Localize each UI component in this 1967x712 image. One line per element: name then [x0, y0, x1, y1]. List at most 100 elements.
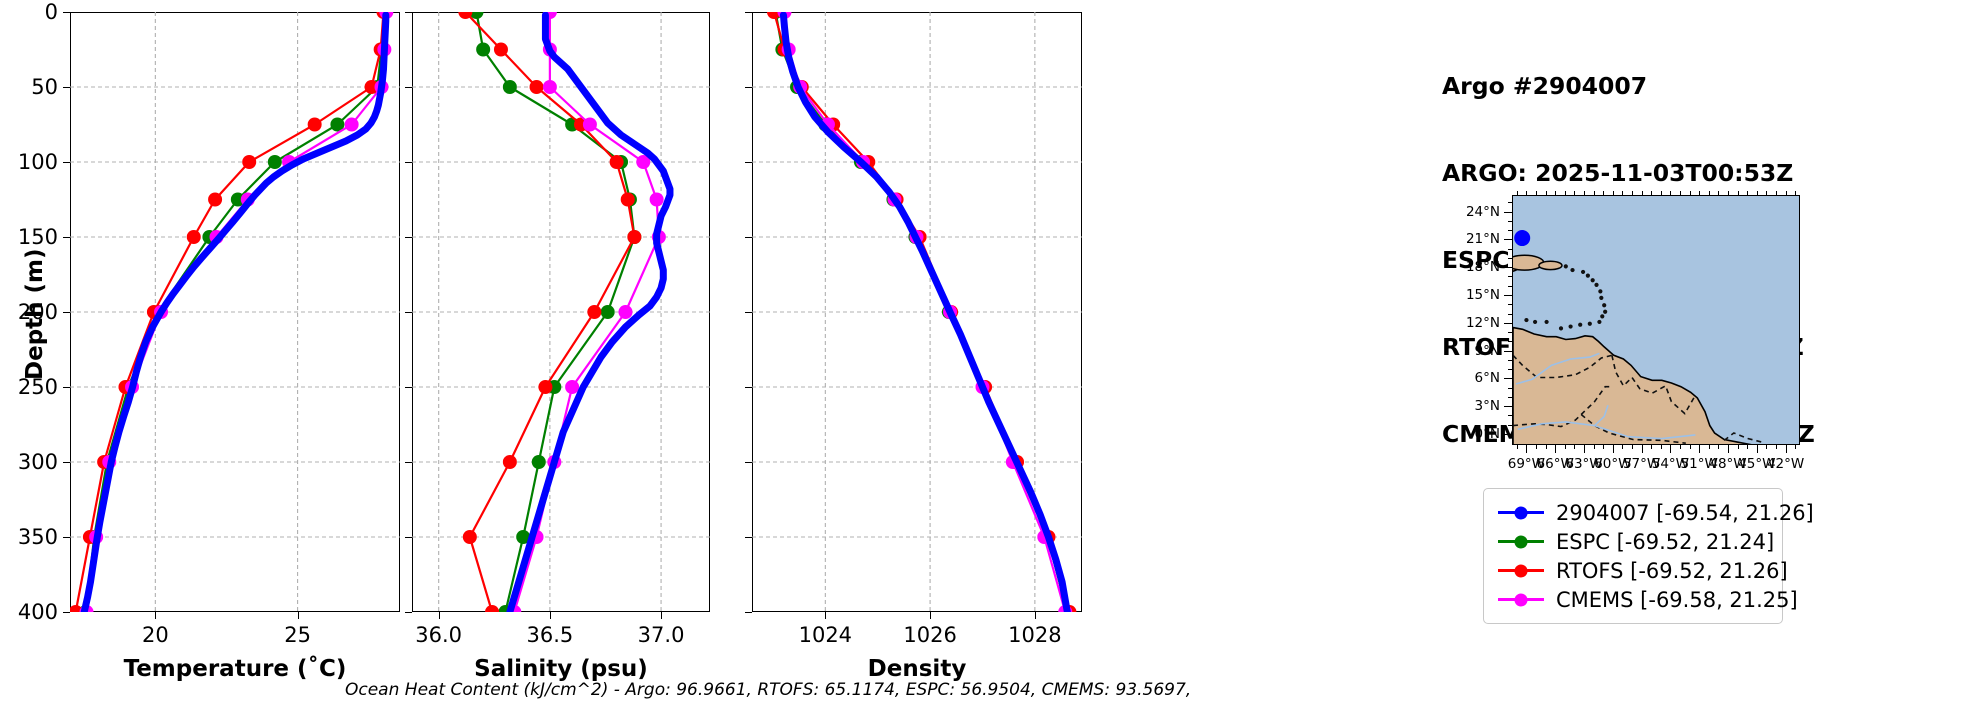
density-series-marker: [908, 230, 923, 244]
salinity-series-marker: [493, 42, 508, 57]
x-tick-label: 36.0: [415, 623, 463, 647]
density-axes-frame: [752, 12, 1082, 612]
y-tick-mark: [405, 312, 412, 313]
salinity-series-marker: [636, 155, 651, 169]
temperature-series-marker: [307, 117, 322, 132]
temperature-series-marker: [344, 117, 359, 132]
temperature-series-marker: [230, 192, 245, 207]
temperature-series-line: [80, 12, 390, 612]
salinity-series-marker: [600, 305, 615, 319]
temperature-series-marker: [125, 380, 140, 394]
y-tick-mark: [405, 612, 412, 613]
y-tick-mark: [63, 312, 70, 313]
temperature-series-marker: [97, 455, 112, 469]
x-tick-mark: [297, 612, 299, 619]
density-series-marker: [975, 380, 990, 394]
y-tick-mark: [405, 12, 412, 13]
temperature-series-marker: [374, 42, 389, 57]
series-legend: 2904007 [-69.54, 21.26] ESPC [-69.52, 21.…: [1483, 488, 1814, 624]
y-tick-mark: [405, 537, 412, 538]
x-tick-label: 1026: [903, 623, 957, 647]
legend-item-rtofs[interactable]: RTOFS [-69.52, 21.26]: [1498, 556, 1788, 585]
temperature-series-marker: [154, 305, 169, 319]
x-tick-label: 36.5: [526, 623, 574, 647]
x-tick-mark: [549, 612, 551, 619]
legend-item-cmems[interactable]: CMEMS [-69.58, 21.25]: [1498, 585, 1798, 614]
salinity-series-marker: [485, 605, 500, 612]
temperature-series-marker: [209, 230, 224, 244]
temperature-series-marker: [202, 230, 217, 244]
salinity-axis-title: Salinity (psu): [474, 656, 648, 682]
y-tick-mark: [63, 537, 70, 538]
temperature-series-marker: [89, 530, 104, 544]
x-tick-label: 1028: [1008, 623, 1062, 647]
legend-item-espc[interactable]: ESPC [-69.52, 21.24]: [1498, 527, 1774, 556]
legend-item-label: ESPC [-69.52, 21.24]: [1556, 529, 1775, 554]
salinity-series-marker: [609, 155, 624, 169]
legend-line-swatch: [1498, 535, 1544, 548]
density-series-marker: [1040, 530, 1055, 544]
y-tick-mark: [745, 12, 752, 13]
density-axis-title: Density: [867, 656, 967, 682]
temperature-series-line: [84, 12, 386, 612]
density-series-marker: [856, 155, 871, 169]
y-tick-label: 350: [17, 525, 58, 549]
density-series-marker: [941, 305, 956, 319]
temperature-series-marker: [240, 192, 255, 207]
y-tick-label: 100: [17, 150, 58, 174]
temperature-series-marker: [377, 12, 392, 19]
density-series-marker: [1058, 605, 1073, 612]
legend-marker-dot: [1514, 564, 1528, 577]
temperature-series-marker: [364, 80, 379, 94]
salinity-series-marker: [538, 380, 553, 394]
y-tick-mark: [745, 387, 752, 388]
temperature-series-marker: [186, 230, 201, 244]
depth-axis-label: Depth (m): [22, 248, 48, 380]
density-series-line: [779, 12, 1071, 612]
legend-line-swatch: [1498, 564, 1544, 577]
salinity-series-marker: [574, 117, 589, 132]
x-tick-mark: [661, 612, 663, 619]
salinity-series-marker: [627, 230, 642, 244]
temperature-series-marker: [70, 605, 83, 612]
x-tick-label: 37.0: [637, 623, 685, 647]
y-tick-label: 150: [17, 225, 58, 249]
density-series-marker: [818, 117, 833, 132]
density-series-marker: [767, 12, 781, 19]
salinity-series-line: [475, 12, 636, 612]
salinity-series-marker: [542, 42, 557, 57]
legend-marker-dot: [1514, 535, 1528, 548]
cmems-time-line: CMEMS: 2025-11-03T00:00Z: [1442, 420, 1815, 448]
salinity-series-marker: [614, 155, 629, 169]
x-tick-label: 20: [141, 623, 169, 647]
espc-time-line: ESPC : 2025-11-03T00:00Z: [1442, 246, 1794, 274]
salinity-series-marker: [547, 380, 562, 394]
temperature-plot-area: [70, 12, 400, 612]
temperature-series-marker: [121, 380, 136, 394]
salinity-series-marker: [649, 192, 664, 207]
salinity-series-marker: [529, 530, 544, 544]
salinity-plot-area: [412, 12, 710, 612]
density-series-marker: [853, 155, 868, 169]
salinity-series-marker: [622, 192, 637, 207]
salinity-series-marker: [529, 80, 544, 94]
temperature-series-marker: [146, 305, 161, 319]
y-tick-mark: [745, 237, 752, 238]
density-series-marker: [1007, 455, 1022, 469]
density-series-marker: [790, 80, 805, 94]
x-tick-label: 1024: [798, 623, 853, 647]
legend-line-swatch: [1498, 506, 1544, 519]
y-tick-mark: [63, 387, 70, 388]
salinity-series-marker: [516, 530, 531, 544]
density-series-marker: [887, 192, 902, 207]
salinity-series-marker: [502, 80, 517, 94]
salinity-series-marker: [651, 230, 666, 244]
y-tick-mark: [405, 462, 412, 463]
y-tick-mark: [745, 462, 752, 463]
salinity-series-marker: [542, 80, 557, 94]
y-tick-mark: [63, 87, 70, 88]
salinity-series-marker: [458, 12, 473, 19]
density-series-marker: [889, 192, 904, 207]
legend-item-argo[interactable]: 2904007 [-69.54, 21.26]: [1498, 498, 1814, 527]
density-series-marker: [909, 230, 924, 244]
